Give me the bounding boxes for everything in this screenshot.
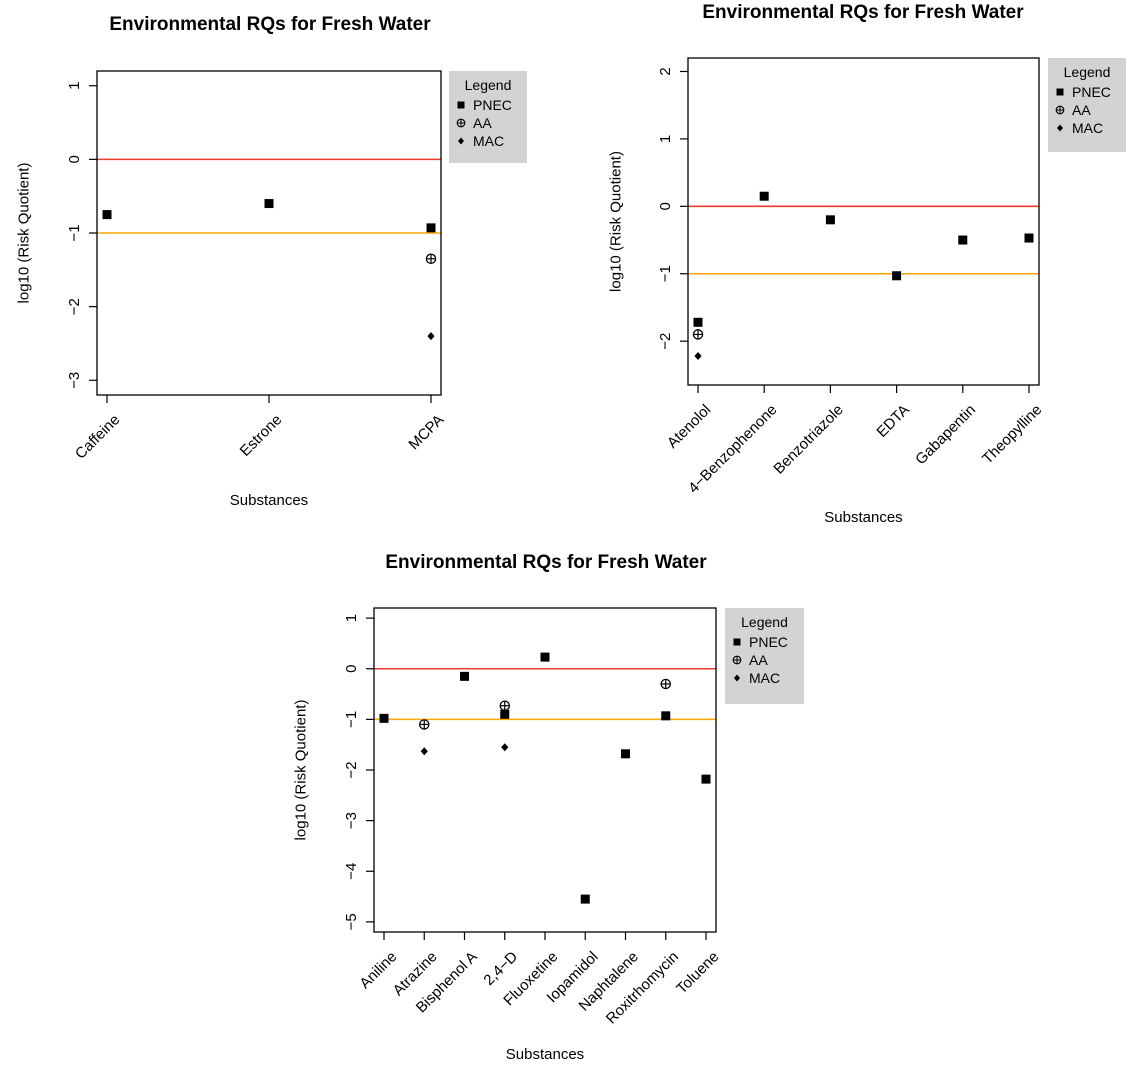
chart-panel-caffeine: Environmental RQs for Fresh Water 1 0 −1 −2 −… [15, 14, 527, 509]
legend-box [1048, 58, 1126, 152]
point-mac-2 [427, 332, 435, 341]
y-axis-label: log10 (Risk Quotient) [15, 163, 32, 304]
y-tick-label: −1 [343, 711, 360, 728]
y-tick-label: −4 [343, 863, 360, 880]
point-pnec-4 [540, 652, 550, 662]
y-tick-label: 1 [66, 82, 83, 90]
point-pnec-8 [701, 774, 711, 784]
y-tick-label: 2 [657, 67, 674, 75]
y-tick-label: −5 [343, 913, 360, 930]
point-pnec-3 [500, 709, 510, 719]
legend: Legend PNEC AA MAC [1048, 58, 1126, 152]
legend-title: Legend [465, 77, 512, 93]
point-pnec-5 [580, 894, 590, 904]
point-pnec-0 [102, 210, 112, 220]
y-axis-label: log10 (Risk Quotient) [607, 151, 624, 292]
x-tick-label: Benzotriazole [770, 401, 846, 477]
x-tick-label: Gabapentin [912, 401, 979, 468]
point-aa-1 [418, 719, 430, 730]
y-tick-label: −2 [66, 298, 83, 315]
legend-entry: MAC [749, 670, 780, 686]
legend-entry: PNEC [473, 97, 512, 113]
point-mac-1 [420, 747, 428, 756]
x-tick-label: Caffeine [72, 411, 123, 462]
point-mac-3 [501, 743, 509, 752]
legend-box [449, 71, 527, 163]
point-pnec-3 [892, 271, 902, 281]
point-aa-0 [692, 329, 704, 340]
y-tick-label: −3 [343, 812, 360, 829]
point-aa-2 [425, 253, 437, 265]
legend-title: Legend [741, 614, 788, 630]
y-axis-label: log10 (Risk Quotient) [292, 700, 309, 841]
point-aa-3 [499, 700, 510, 711]
y-tick-label: −1 [657, 265, 674, 282]
legend: Legend PNEC AA MAC [725, 608, 804, 704]
legend-entry: AA [1072, 102, 1091, 118]
legend-diamond-icon [458, 137, 464, 145]
y-tick-label: 0 [66, 155, 83, 163]
x-tick-label: Toluene [673, 948, 722, 997]
legend-square-icon [1056, 88, 1064, 96]
chart-panel-atenolol: Environmental RQs for Fresh Water 2 1 0 −1 −2… [607, 2, 1126, 526]
point-pnec-2 [426, 223, 436, 233]
legend-square-icon [733, 638, 741, 646]
legend-entry: MAC [1072, 120, 1103, 136]
plot-area [687, 57, 1040, 386]
x-axis-label: Substances [824, 509, 902, 526]
chart-title: Environmental RQs for Fresh Water [385, 552, 707, 573]
x-tick-label: MCPA [405, 411, 447, 453]
y-tick-label: −2 [343, 761, 360, 778]
legend-entry: AA [473, 115, 492, 131]
legend-square-icon [457, 101, 465, 109]
x-tick-label: EDTA [873, 401, 913, 441]
point-pnec-2 [460, 671, 469, 681]
point-pnec-0 [693, 317, 703, 327]
point-pnec-1 [264, 199, 274, 209]
point-pnec-5 [1024, 233, 1034, 243]
chart-title: Environmental RQs for Fresh Water [702, 2, 1024, 23]
chart-title: Environmental RQs for Fresh Water [109, 14, 431, 35]
x-axis-label: Substances [506, 1046, 584, 1063]
legend-diamond-icon [1057, 124, 1063, 132]
point-pnec-6 [621, 749, 630, 759]
point-mac-0 [694, 352, 702, 361]
legend-entry: PNEC [1072, 84, 1111, 100]
y-tick-label: 0 [657, 202, 674, 210]
legend-entry: MAC [473, 133, 504, 149]
legend-diamond-icon [734, 674, 740, 682]
y-tick-label: −2 [657, 333, 674, 350]
x-tick-label: Roxitrhomycin [603, 948, 682, 1027]
point-pnec-1 [759, 191, 769, 201]
y-tick-label: −1 [66, 224, 83, 241]
point-pnec-7 [661, 711, 671, 721]
y-tick-label: 1 [343, 614, 360, 622]
legend: Legend PNEC AA MAC [449, 71, 527, 163]
chart-panel-aniline: Environmental RQs for Fresh Water 1 0 −1 −2 −… [292, 552, 804, 1063]
legend-entry: AA [749, 652, 768, 668]
x-axis-label: Substances [230, 492, 308, 509]
y-tick-label: 0 [343, 665, 360, 673]
legend-entry: PNEC [749, 634, 788, 650]
legend-title: Legend [1064, 64, 1111, 80]
x-tick-label: Theopylline [979, 401, 1045, 467]
point-pnec-2 [825, 215, 835, 225]
point-pnec-4 [958, 235, 968, 245]
y-tick-label: 1 [657, 135, 674, 143]
x-tick-label: Estrone [237, 411, 286, 460]
point-pnec-0 [379, 713, 389, 723]
point-aa-7 [660, 678, 672, 690]
y-tick-label: −3 [66, 372, 83, 389]
x-tick-label: Atenolol [664, 401, 714, 451]
